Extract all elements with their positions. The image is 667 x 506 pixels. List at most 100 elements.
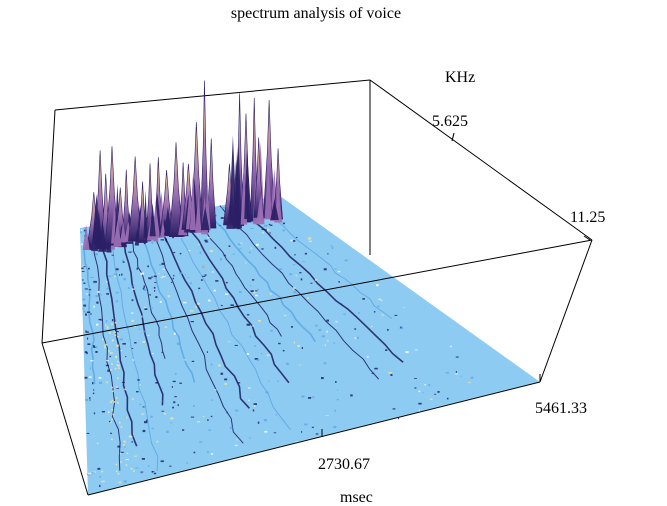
harmonic-streak <box>205 207 316 343</box>
surface-texture-speck <box>171 386 173 388</box>
surface-texture-speck <box>116 387 119 389</box>
surface-texture-speck <box>177 404 179 407</box>
surface-texture-speck <box>188 250 191 251</box>
low-frequency-speck <box>128 436 131 438</box>
surface-texture-speck <box>295 441 299 443</box>
surface-texture-speck <box>164 326 168 328</box>
surface-texture-speck <box>331 247 334 250</box>
surface-texture-speck <box>172 406 174 409</box>
surface-texture-speck <box>165 240 167 243</box>
bounding-box-back <box>41 79 593 344</box>
surface-texture-speck <box>314 279 318 281</box>
surface-texture-speck <box>131 441 134 443</box>
surface-texture-speck <box>122 261 125 263</box>
surface-texture-speck <box>196 302 200 305</box>
surface-texture-speck <box>173 252 176 254</box>
surface-texture-speck <box>88 376 92 378</box>
surface-texture-speck <box>99 475 101 478</box>
surface-texture-speck <box>98 377 102 379</box>
low-frequency-speck <box>114 331 116 334</box>
surface-texture-speck <box>195 306 197 308</box>
low-frequency-speck <box>113 401 116 403</box>
surface-texture-speck <box>131 398 135 400</box>
surface-texture-speck <box>198 287 201 290</box>
surface-texture-speck <box>115 300 119 303</box>
surface-texture-speck <box>159 300 162 303</box>
surface-texture-speck <box>295 274 298 277</box>
surface-texture-speck <box>207 299 211 302</box>
surface-texture-speck <box>376 284 379 287</box>
surface-texture-speck <box>143 289 147 291</box>
surface-texture-speck <box>139 403 142 405</box>
low-frequency-speck <box>116 470 118 473</box>
surface-texture-speck <box>261 228 264 231</box>
surface-texture-speck <box>327 340 329 342</box>
surface-texture-speck <box>97 291 100 293</box>
surface-texture-speck <box>246 323 250 326</box>
surface-texture-speck <box>193 451 196 454</box>
surface-texture-speck <box>99 294 103 296</box>
surface-texture-speck <box>213 289 216 292</box>
surface-texture-speck <box>381 314 385 316</box>
surface-texture-speck <box>106 360 109 362</box>
box-edge-left-vertical-front <box>41 342 89 496</box>
harmonic-streak <box>219 205 380 380</box>
surface-texture-speck <box>277 380 280 382</box>
surface-texture-speck <box>86 293 88 295</box>
surface-texture-speck <box>85 398 89 401</box>
surface-texture-speck <box>172 380 176 383</box>
surface-texture-speck <box>362 298 365 300</box>
surface-texture-speck <box>92 472 95 474</box>
surface-texture-speck <box>173 332 176 335</box>
surface-texture-speck <box>295 236 298 238</box>
surface-texture-speck <box>81 243 83 246</box>
surface-texture-speck <box>116 344 119 347</box>
surface-texture-speck <box>254 405 256 407</box>
surface-texture-speck <box>210 363 213 366</box>
surface-texture-speck <box>122 259 124 262</box>
surface-texture-speck <box>88 289 92 291</box>
surface-texture-speck <box>301 431 303 433</box>
surface-texture-speck <box>354 337 358 339</box>
surface-texture-speck <box>308 237 312 240</box>
surface-texture-speck <box>214 389 217 391</box>
surface-texture-speck <box>415 349 418 351</box>
surface-texture-speck <box>414 387 417 389</box>
surface-texture-speck <box>170 422 172 424</box>
low-frequency-speck <box>111 399 114 402</box>
surface-texture-speck <box>80 231 82 234</box>
surface-texture-speck <box>206 351 208 353</box>
surface-texture-speck <box>190 416 195 418</box>
surface-texture-speck <box>97 467 101 470</box>
surface-texture-speck <box>422 392 424 394</box>
surface-texture-speck <box>118 481 122 484</box>
surface-texture-speck <box>143 330 146 333</box>
surface-texture-speck <box>137 379 140 381</box>
surface-texture-speck <box>262 231 264 234</box>
low-frequency-speck <box>118 367 120 369</box>
surface-texture-speck <box>156 440 159 443</box>
harmonic-streak <box>167 213 291 431</box>
surface-texture-speck <box>83 282 86 284</box>
surface-texture-speck <box>335 381 337 383</box>
surface-texture-speck <box>127 287 130 289</box>
surface-texture-speck <box>84 376 88 379</box>
surface-texture-speck <box>96 442 99 445</box>
surface-texture-speck <box>333 342 335 345</box>
surface-floor <box>80 196 540 495</box>
spectral-peak-minor <box>189 175 196 230</box>
surface-texture-speck <box>212 271 214 273</box>
harmonic-streak <box>99 224 138 447</box>
low-frequency-speck <box>111 438 113 441</box>
surface-texture-speck <box>344 259 348 262</box>
surface-texture-speck <box>167 295 171 298</box>
surface-texture-speck <box>374 311 376 313</box>
surface-texture-speck <box>89 397 91 399</box>
surface-texture-speck <box>378 298 381 301</box>
surface-texture-speck <box>374 367 378 370</box>
surface-texture-speck <box>418 402 422 405</box>
low-frequency-speck <box>115 463 118 466</box>
spectral-peak-minor <box>143 189 148 239</box>
surface-texture-speck <box>204 239 208 242</box>
